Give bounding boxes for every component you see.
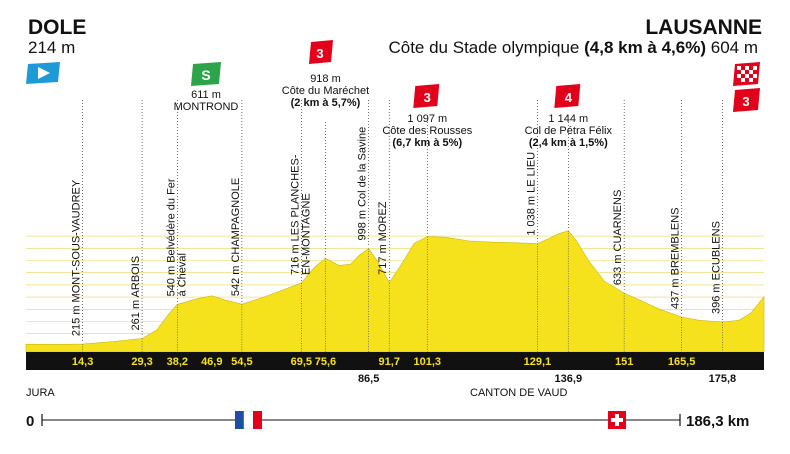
km-marker-label: 165,5 (668, 356, 696, 368)
finish-altitude: 604 m (711, 38, 758, 57)
france-flag-icon (235, 411, 262, 429)
climb-category-label: 4 (565, 90, 573, 105)
sprint-altitude: 611 m (191, 89, 221, 101)
region-left: JURA (26, 387, 55, 399)
start-city: DOLE (28, 16, 86, 39)
place-label: 261 m ARBOIS (130, 256, 142, 331)
start-flag-icon (26, 62, 60, 84)
km-marker-label: 54,5 (231, 356, 252, 368)
distance-total: 186,3 km (686, 413, 749, 430)
finish-climb-badge: 3 (733, 88, 760, 112)
distance-start: 0 (26, 413, 34, 430)
km-marker-label: 101,3 (414, 356, 442, 368)
km-marker-label: 69,5 (291, 356, 312, 368)
km-marker-label: 175,8 (709, 373, 737, 385)
place-label: 542 m CHAMPAGNOLE (230, 178, 242, 296)
place-label: 1 038 m LE LIEU (525, 152, 537, 236)
km-marker-label: 136,9 (555, 373, 583, 385)
finish-header-badge-label: 3 (316, 46, 323, 61)
km-marker-label: 86,5 (358, 373, 379, 385)
place-label: 998 m Col de la Savine (357, 127, 369, 241)
place-label: 396 m ECUBLENS (710, 221, 722, 314)
km-marker-label: 46,9 (201, 356, 222, 368)
place-label: 215 m MONT-SOUS-VAUDREY (71, 179, 83, 336)
sprint-icon: S (201, 67, 210, 83)
finish-climb-badge-label: 3 (742, 94, 749, 109)
place-label-line2: à Cheval (176, 253, 188, 296)
climb-altitude: 1 144 m (548, 113, 588, 125)
km-marker-label: 29,3 (131, 356, 152, 368)
km-marker-label: 38,2 (167, 356, 188, 368)
switzerland-flag-icon (608, 411, 626, 429)
region-right: CANTON DE VAUD (470, 387, 567, 399)
climb-altitude: 918 m (310, 73, 341, 85)
climb-detail: (6,7 km à 5%) (392, 137, 462, 149)
stage-profile-chart: DOLE 214 m LAUSANNE Côte du Stade olympi… (0, 0, 790, 454)
climb-altitude: 1 097 m (407, 113, 447, 125)
finish-climb-detail: (4,8 km à 4,6%) (584, 38, 706, 57)
climb-detail: (2 km à 5,7%) (291, 97, 361, 109)
finish-city: LAUSANNE (645, 16, 762, 39)
finish-climb-line: Côte du Stade olympique (4,8 km à 4,6%) … (388, 38, 758, 57)
km-marker-label: 91,7 (379, 356, 400, 368)
km-marker-label: 151 (615, 356, 633, 368)
place-label: 437 m BREMBLENS (670, 208, 682, 309)
climb-name: Col de Pétra Félix (525, 125, 613, 137)
km-marker-label: 14,3 (72, 356, 93, 368)
place-label: 717 m MOREZ (377, 201, 389, 275)
climb-name: Côte du Maréchet (282, 85, 369, 97)
climb-detail: (2,4 km à 1,5%) (529, 137, 608, 149)
sprint-name: MONTROND (174, 101, 239, 113)
km-marker-label: 129,1 (524, 356, 552, 368)
climb-name: Côte des Rousses (382, 125, 472, 137)
place-label: 633 m CUARNENS (612, 190, 624, 285)
climb-category-label: 3 (424, 90, 431, 105)
start-altitude: 214 m (28, 38, 75, 57)
finish-climb-name: Côte du Stade olympique (388, 38, 579, 57)
finish-header-badge: 3 (309, 40, 333, 64)
finish-flag-icon (733, 62, 760, 86)
place-label-line2: EN-MONTAGNE (300, 193, 312, 275)
km-marker-label: 75,6 (315, 356, 336, 368)
sprint-point: S 611 m MONTROND (174, 62, 239, 113)
